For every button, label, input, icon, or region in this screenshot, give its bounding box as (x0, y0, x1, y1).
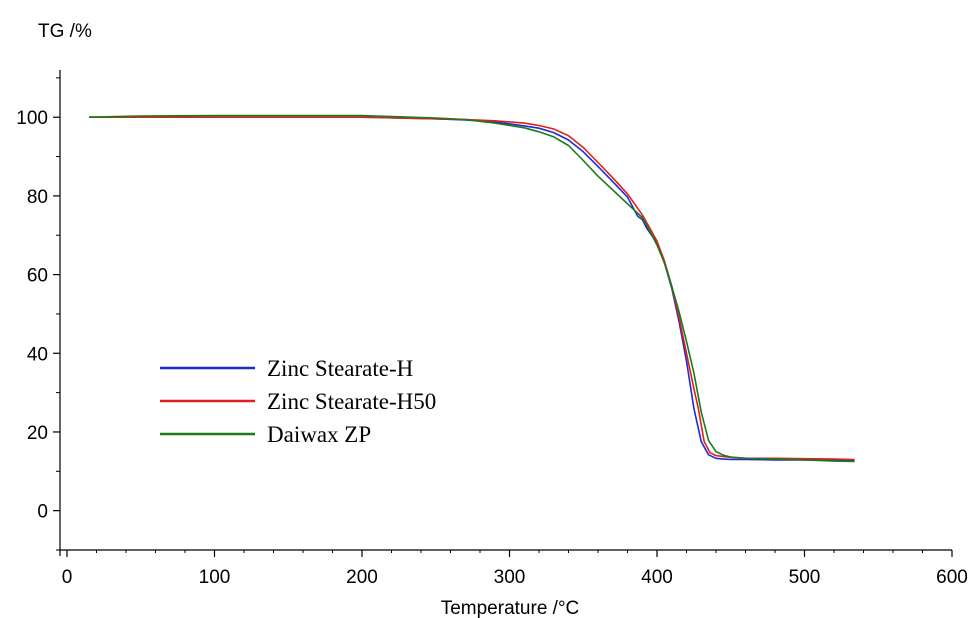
x-tick-label: 400 (641, 567, 673, 588)
x-tick-label: 500 (789, 567, 821, 588)
x-tick-label: 100 (199, 567, 231, 588)
x-tick-label: 0 (62, 567, 73, 588)
legend: Zinc Stearate-H Zinc Stearate-H50 Daiwax Z… (160, 356, 436, 447)
series-layer (89, 114, 855, 463)
y-axis-title: TG /% (38, 21, 92, 42)
legend-label: Zinc Stearate-H (267, 356, 413, 381)
series-line-daiwax-zp (89, 114, 855, 463)
y-tick-label: 40 (27, 344, 48, 365)
y-tick-label: 100 (16, 108, 48, 129)
y-tick-label: 60 (27, 266, 48, 287)
legend-label: Daiwax ZP (267, 422, 371, 447)
y-tick-label: 80 (27, 187, 48, 208)
legend-label: Zinc Stearate-H50 (267, 389, 436, 414)
x-tick-label: 300 (494, 567, 526, 588)
x-axis-title: Temperature /°C (441, 598, 580, 618)
y-tick-label: 20 (27, 423, 48, 444)
x-tick-label: 200 (346, 567, 378, 588)
x-tick-label: 600 (936, 567, 968, 588)
series-line-zinc-stearate-h50 (89, 116, 855, 461)
y-tick-label: 0 (37, 502, 48, 523)
series-line-zinc-stearate-h (89, 116, 855, 462)
axes: 0 100 200 300 400 500 600 0 20 40 60 80 100 (16, 70, 968, 588)
